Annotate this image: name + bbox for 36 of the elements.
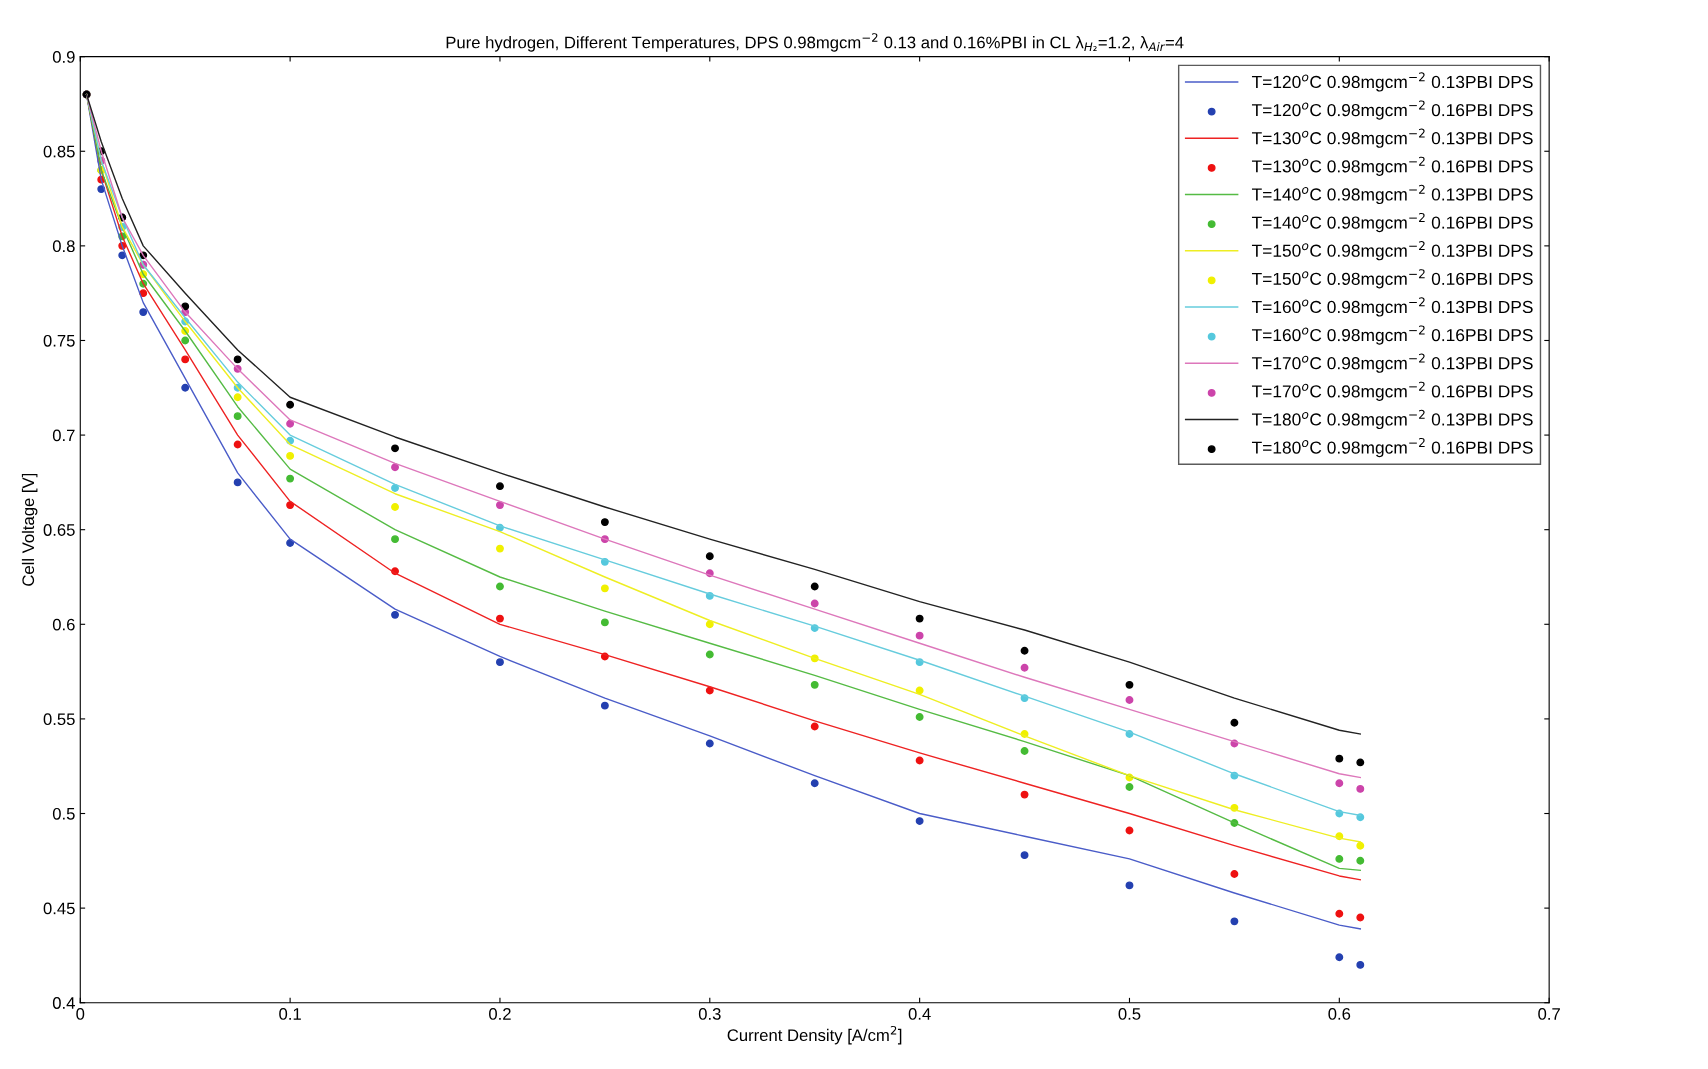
legend-label: T=180$^{o}$C 0.98mgcm$^{−2}$ 0.16PBI DPS <box>1251 437 1533 458</box>
y-tick-label: 0.45 <box>43 902 75 915</box>
x-tick-label: 0 <box>76 1008 85 1020</box>
legend-label: T=130$^{o}$C 0.98mgcm$^{−2}$ 0.16PBI DPS <box>1251 156 1533 176</box>
x-tick-label: 0.3 <box>698 1008 721 1020</box>
y-tick-label: 0.7 <box>52 429 75 442</box>
y-tick-label: 0.5 <box>52 807 75 820</box>
legend-label: T=160$^{o}$C 0.98mgcm$^{−2}$ 0.13PBI DPS <box>1251 297 1533 317</box>
legend-label: T=140$^{o}$C 0.98mgcm$^{−2}$ 0.13PBI DPS <box>1251 184 1533 205</box>
y-tick-label: 0.4 <box>52 997 75 1009</box>
legend-label: T=180$^{o}$C 0.98mgcm$^{−2}$ 0.13PBI DPS <box>1251 409 1533 430</box>
x-tick-label: 0.5 <box>1118 1008 1141 1020</box>
legend-label: T=120$^{o}$C 0.98mgcm$^{−2}$ 0.16PBI DPS <box>1251 100 1533 120</box>
y-tick-label: 0.8 <box>52 240 75 253</box>
legend-label: T=160$^{o}$C 0.98mgcm$^{−2}$ 0.16PBI DPS <box>1251 325 1533 345</box>
legend-label: T=150$^{o}$C 0.98mgcm$^{−2}$ 0.16PBI DPS <box>1251 269 1533 289</box>
x-tick-label: 0.6 <box>1328 1008 1351 1020</box>
y-tick-label: 0.6 <box>52 618 75 631</box>
y-tick-label: 0.9 <box>52 51 75 63</box>
legend-label: T=170$^{o}$C 0.98mgcm$^{−2}$ 0.16PBI DPS <box>1251 381 1533 401</box>
x-tick-label: 0.7 <box>1538 1008 1560 1020</box>
legend-label: T=120$^{o}$C 0.98mgcm$^{−2}$ 0.13PBI DPS <box>1251 72 1533 92</box>
x-tick-label: 0.2 <box>489 1008 511 1020</box>
chart-title: Pure hydrogen, Different Temperatures, DPS 0.98mgcm$^{−2}$ 0.13 and 0.16%PBI in CL λ$_{H₂}$=1.2, λ$_{Air}$=4 <box>446 33 1184 52</box>
legend-label: T=140$^{o}$C 0.98mgcm$^{−2}$ 0.16PBI DPS <box>1251 212 1533 233</box>
y-tick-label: 0.55 <box>43 713 75 726</box>
y-tick-label: 0.65 <box>43 524 75 536</box>
x-tick-label: 0.4 <box>908 1008 931 1020</box>
y-tick-label: 0.85 <box>43 145 75 158</box>
y-tick-label: 0.75 <box>43 334 75 347</box>
legend-label: T=130$^{o}$C 0.98mgcm$^{−2}$ 0.13PBI DPS <box>1251 128 1533 148</box>
legend-label: T=150$^{o}$C 0.98mgcm$^{−2}$ 0.13PBI DPS <box>1251 241 1533 261</box>
x-tick-label: 0.1 <box>279 1008 301 1020</box>
legend-label: T=170$^{o}$C 0.98mgcm$^{−2}$ 0.13PBI DPS <box>1251 353 1533 373</box>
y-axis-title: Cell Voltage [V] <box>21 473 38 586</box>
x-axis-title: Current Density [A/cm$^{2}$] <box>727 1025 902 1045</box>
